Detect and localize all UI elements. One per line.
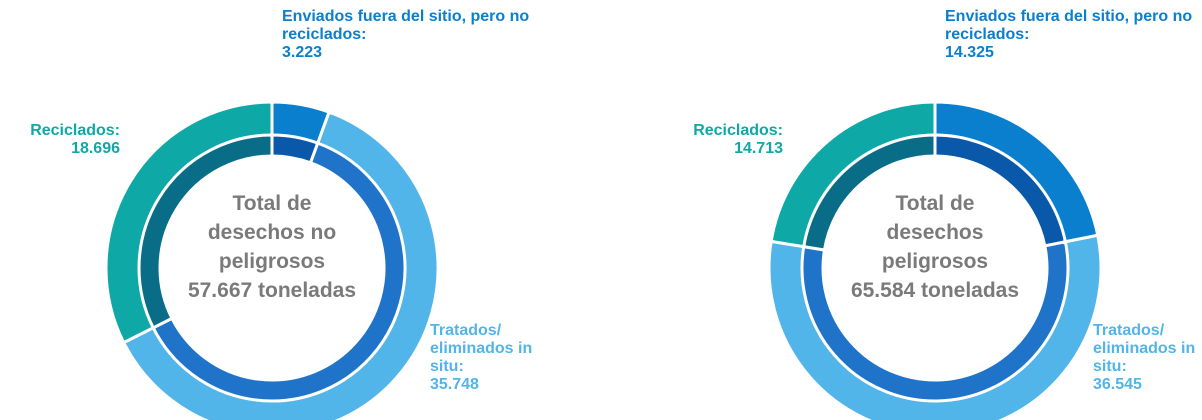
category-label: Tratados/ eliminados in situ:	[1093, 322, 1196, 375]
center-label: 57.667 toneladas	[188, 279, 356, 302]
center-label: peligrosos	[882, 250, 988, 273]
segment-label: Reciclados: 18.696	[12, 122, 120, 158]
center-label: desechos no	[208, 221, 336, 244]
category-label: Reciclados:	[693, 122, 783, 139]
inner-segment	[802, 133, 937, 252]
segment-label: Tratados/ eliminados in situ: 36.545	[1093, 322, 1202, 394]
segment-label: Reciclados: 14.713	[675, 122, 783, 158]
category-label: Tratados/ eliminados in situ:	[430, 322, 533, 375]
value-label: 14.325	[945, 44, 994, 61]
center-label: 65.584 toneladas	[851, 279, 1019, 302]
value-label: 35.748	[430, 376, 479, 393]
segment-label: Enviados fuera del sitio, pero no recicl…	[945, 8, 1202, 62]
category-label: Enviados fuera del sitio, pero no recicl…	[945, 8, 1193, 43]
inner-segment	[137, 133, 274, 330]
value-label: 36.545	[1093, 376, 1142, 393]
segment-label: Tratados/ eliminados in situ: 35.748	[430, 322, 560, 394]
segment-label: Enviados fuera del sitio, pero no recicl…	[282, 8, 552, 62]
center-label: Total de	[233, 192, 312, 215]
center-label: desechos	[887, 221, 984, 244]
category-label: Reciclados:	[30, 122, 120, 139]
center-label: peligrosos	[219, 250, 325, 273]
category-label: Enviados fuera del sitio, pero no recicl…	[282, 8, 530, 43]
value-label: 14.713	[734, 140, 783, 157]
value-label: 18.696	[71, 140, 120, 157]
value-label: 3.223	[282, 44, 323, 61]
center-label: Total de	[896, 192, 975, 215]
